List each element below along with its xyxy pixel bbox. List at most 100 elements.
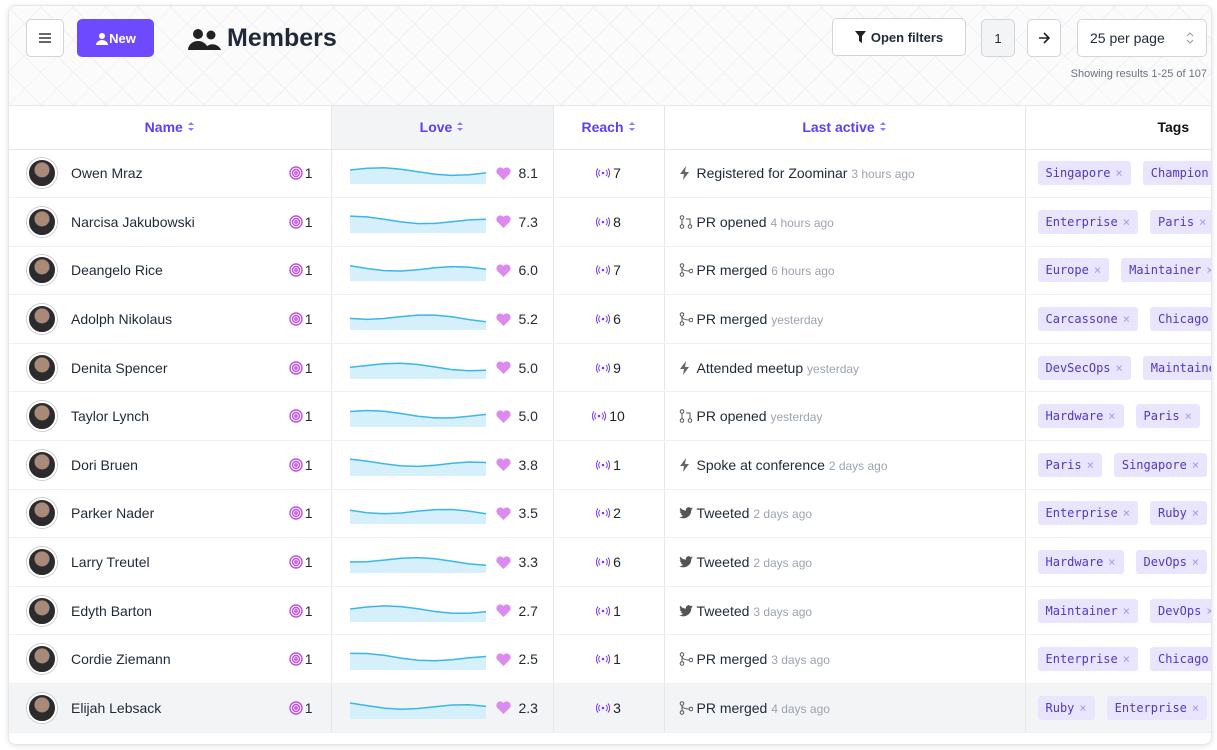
reach-icon <box>596 703 611 713</box>
level-ring <box>293 657 298 662</box>
activity-time: 3 days ago <box>771 653 830 668</box>
activity-time: 3 hours ago <box>851 167 915 182</box>
level-ring <box>293 317 298 321</box>
tag-label: DevOps <box>1157 603 1202 618</box>
sort-arrows <box>628 122 635 132</box>
member-row[interactable]: Adolph Nikolaus 1 5.2 6 PR merged yesterday C… <box>9 294 1211 344</box>
reach-icon <box>592 411 607 422</box>
tag-remove[interactable]: × <box>1079 700 1087 715</box>
merge-dot <box>679 312 684 317</box>
tag-label: Maintainer <box>1129 263 1202 278</box>
level-ring <box>289 312 303 326</box>
sparkline-line <box>349 702 486 710</box>
reach-icon <box>596 654 611 665</box>
member-row[interactable]: Cordie Ziemann 1 2.5 1 PR merged 3 days ago E… <box>9 634 1211 685</box>
member-row[interactable]: Elijah Lebsack 1 2.3 3 PR merged 4 days ago R… <box>9 683 1211 733</box>
tag-remove[interactable]: × <box>1122 506 1130 521</box>
reach-value: 9 <box>613 359 621 376</box>
new-button[interactable]: New <box>77 19 154 57</box>
reach-cell: 6 <box>553 537 665 587</box>
sparkline-line <box>349 410 486 419</box>
column-label: Love <box>419 119 453 136</box>
tag-remove[interactable]: × <box>1108 555 1116 570</box>
tags-cell: Ruby × Enterprise × <box>1025 683 1211 733</box>
member-row[interactable]: Edyth Barton 1 2.7 1 Tweeted 3 days ago Maint… <box>9 586 1211 636</box>
column-header[interactable]: Tags <box>1025 106 1211 150</box>
level-ring <box>291 169 300 178</box>
level-ring <box>289 166 303 180</box>
next-page-button[interactable] <box>1027 19 1061 57</box>
tag-remove[interactable]: × <box>1184 409 1192 424</box>
name-cell: Taylor Lynch 1 <box>9 391 332 442</box>
member-row[interactable]: Narcisa Jakubowski 1 7.3 8 PR opened 4 hours… <box>9 197 1211 247</box>
arrow-icon <box>1039 32 1050 44</box>
love-wrap: 5.0 <box>332 405 553 428</box>
love-wrap: 3.8 <box>332 454 553 476</box>
level-icon <box>289 652 303 666</box>
page-button[interactable]: 1 <box>981 19 1015 57</box>
menu-button[interactable] <box>26 19 64 57</box>
merge-dot <box>688 706 693 712</box>
tag-remove[interactable]: × <box>1191 506 1200 521</box>
avatar <box>27 158 57 189</box>
tag: Europe × <box>1037 258 1110 283</box>
activity-cell: PR merged 4 days ago <box>664 683 1026 733</box>
activity-icon <box>679 215 692 229</box>
tag-remove[interactable]: × <box>1122 603 1130 618</box>
reach-dot <box>601 366 605 369</box>
level-icon <box>289 312 303 326</box>
column-header[interactable]: Love <box>331 106 554 150</box>
activity-time: 3 days ago <box>753 604 813 619</box>
column-header[interactable]: Reach <box>553 106 665 150</box>
level-ring <box>291 703 300 713</box>
level-ring <box>293 365 298 370</box>
tag-remove[interactable]: × <box>1122 214 1130 229</box>
column-header[interactable]: Name <box>9 106 332 150</box>
name-cell: Denita Spencer 1 <box>9 343 332 393</box>
column-header[interactable]: Last active <box>664 106 1026 150</box>
reach-dot <box>601 706 605 710</box>
tag: Singapore × <box>1037 161 1131 186</box>
member-row[interactable]: Deangelo Rice 1 6.0 7 PR merged 6 hours ago E… <box>9 246 1211 296</box>
tag-remove[interactable]: × <box>1199 214 1207 229</box>
member-name: Dori Bruen <box>71 456 138 473</box>
member-row[interactable]: Taylor Lynch 1 5.0 10 PR opened yesterday Har… <box>9 391 1211 442</box>
avatar <box>27 547 57 578</box>
merge-dot <box>688 317 693 323</box>
activity-cell: Tweeted 2 days ago <box>664 489 1026 539</box>
reach-waves <box>596 265 611 276</box>
pr-dot <box>679 418 684 424</box>
tag-remove[interactable]: × <box>1191 457 1200 472</box>
tag-remove[interactable]: × <box>1093 263 1102 278</box>
sparkline-area <box>349 509 486 525</box>
level-value: 1 <box>304 651 313 668</box>
sparkline-line <box>349 604 486 614</box>
merge-dot <box>688 657 693 663</box>
member-row[interactable]: Larry Treutel 1 3.3 6 Tweeted 2 days ago Hard… <box>9 537 1211 587</box>
reach-value: 1 <box>613 602 621 619</box>
column-label: Name <box>144 119 183 136</box>
member-row[interactable]: Dori Bruen 1 3.8 1 Spoke at conference 2 day… <box>9 440 1211 490</box>
tag-remove[interactable]: × <box>1122 652 1130 667</box>
member-row[interactable]: Owen Mraz 1 8.1 7 Registered for Zoominar 3 … <box>9 149 1211 199</box>
member-row[interactable]: Parker Nader 1 3.5 2 Tweeted 2 days ago Enter… <box>9 489 1211 539</box>
tag-remove[interactable]: × <box>1108 409 1116 424</box>
per-page-select[interactable]: 25 per page <box>1077 19 1207 57</box>
tag-remove[interactable]: × <box>1115 360 1123 375</box>
open-filters-button[interactable]: Open filters <box>832 18 966 56</box>
tag-remove[interactable]: × <box>1191 700 1200 715</box>
level-ring <box>293 560 298 564</box>
level-ring <box>289 506 303 521</box>
love-wrap: 6.0 <box>332 259 553 282</box>
tag-remove[interactable]: × <box>1122 312 1130 327</box>
reach-cell: 7 <box>553 149 665 199</box>
reach-value: 6 <box>613 311 621 328</box>
member-row[interactable]: Denita Spencer 1 5.0 9 Attended meetup yeste… <box>9 343 1211 393</box>
tag-remove[interactable]: × <box>1115 166 1123 181</box>
tag-remove[interactable]: × <box>1086 457 1094 472</box>
avatar <box>27 304 57 335</box>
tag-remove[interactable]: × <box>1206 263 1211 277</box>
tag-label: Chicago <box>1157 312 1209 327</box>
tag-remove[interactable]: × <box>1206 604 1211 618</box>
tag-remove[interactable]: × <box>1191 555 1200 570</box>
